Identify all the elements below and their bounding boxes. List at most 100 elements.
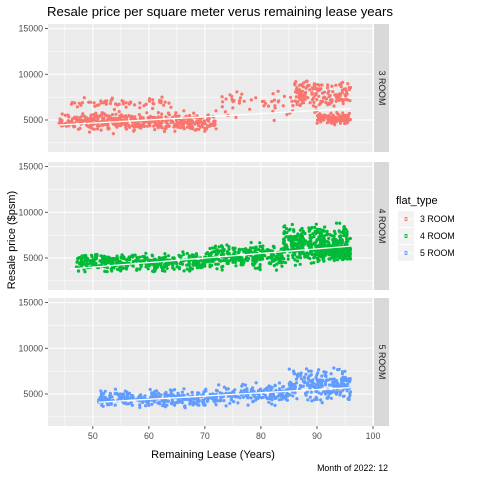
data-point: [174, 111, 178, 115]
y-tick-label: 15000: [19, 162, 44, 172]
data-point: [337, 367, 341, 371]
data-point: [199, 120, 203, 124]
data-point: [100, 395, 104, 399]
data-point: [315, 229, 319, 233]
data-point: [210, 396, 214, 401]
data-point: [345, 232, 349, 236]
y-tick-label: 10000: [19, 343, 44, 353]
data-point: [230, 257, 234, 261]
data-point: [200, 123, 204, 128]
data-point: [149, 120, 153, 124]
data-point: [188, 266, 192, 270]
data-point: [322, 258, 326, 263]
x-tick-label: 90: [312, 431, 322, 441]
data-point: [138, 106, 142, 110]
data-point: [269, 392, 273, 396]
data-point: [247, 257, 251, 261]
data-point: [181, 119, 185, 123]
data-point: [163, 252, 167, 256]
data-point: [251, 400, 255, 404]
data-point: [188, 402, 192, 406]
data-point: [337, 255, 341, 259]
data-point: [280, 397, 284, 401]
data-point: [106, 118, 110, 122]
data-point: [234, 264, 238, 268]
y-tick-label: 5000: [23, 115, 43, 125]
data-point: [246, 396, 250, 400]
data-point: [164, 119, 168, 123]
panel-background: [48, 24, 373, 152]
data-point: [75, 260, 79, 264]
data-point: [165, 399, 169, 403]
data-point: [133, 253, 137, 257]
data-point: [290, 237, 294, 241]
data-point: [242, 388, 247, 392]
data-point: [277, 381, 282, 385]
data-point: [258, 258, 262, 262]
data-point: [162, 103, 166, 107]
data-point: [263, 101, 268, 106]
data-point: [113, 387, 117, 391]
data-point: [166, 254, 171, 258]
data-point: [203, 403, 207, 407]
data-point: [311, 232, 315, 236]
data-point: [218, 399, 223, 403]
y-tick-label: 15000: [19, 24, 44, 34]
data-point: [190, 121, 194, 125]
data-point: [269, 262, 273, 266]
data-point: [130, 123, 135, 128]
data-point: [272, 264, 276, 268]
data-point: [124, 105, 128, 109]
data-point: [233, 388, 237, 392]
data-point: [197, 127, 201, 131]
data-point: [338, 93, 343, 98]
data-point: [343, 375, 347, 380]
y-axis-title: Resale price ($psm): [6, 191, 18, 289]
x-tick-label: 50: [88, 431, 98, 441]
data-point: [333, 123, 337, 127]
data-point: [302, 81, 306, 85]
data-point: [238, 396, 242, 400]
data-point: [225, 250, 230, 254]
data-point: [147, 403, 151, 407]
data-point: [101, 256, 105, 260]
data-point: [293, 83, 297, 87]
data-point: [90, 253, 94, 257]
data-point: [341, 247, 345, 251]
data-point: [187, 254, 192, 258]
data-point: [282, 225, 286, 229]
data-point: [332, 252, 336, 256]
data-point: [138, 255, 142, 259]
data-point: [115, 257, 119, 261]
data-point: [291, 394, 295, 398]
data-point: [196, 391, 200, 395]
facet-strip-label: 3 ROOM: [377, 71, 387, 106]
data-point: [185, 263, 189, 267]
data-point: [130, 114, 134, 118]
data-point: [108, 391, 112, 396]
data-point: [299, 256, 303, 260]
data-point: [329, 396, 333, 400]
data-point: [342, 225, 346, 229]
data-point: [100, 391, 104, 395]
data-point: [295, 381, 299, 385]
data-point: [84, 254, 88, 258]
data-point: [276, 89, 280, 93]
data-point: [308, 233, 312, 237]
data-point: [274, 268, 279, 272]
legend-label: 3 ROOM: [420, 214, 455, 224]
data-point: [241, 263, 245, 267]
data-point: [66, 113, 70, 117]
data-point: [214, 127, 218, 131]
data-point: [293, 258, 297, 262]
panel-background: [48, 298, 373, 426]
data-point: [228, 401, 232, 405]
data-point: [320, 91, 325, 95]
data-point: [111, 132, 115, 136]
data-point: [58, 117, 62, 122]
data-point: [212, 250, 216, 254]
data-point: [347, 396, 351, 400]
data-point: [322, 370, 326, 374]
data-point: [221, 264, 225, 268]
data-point: [316, 83, 320, 87]
